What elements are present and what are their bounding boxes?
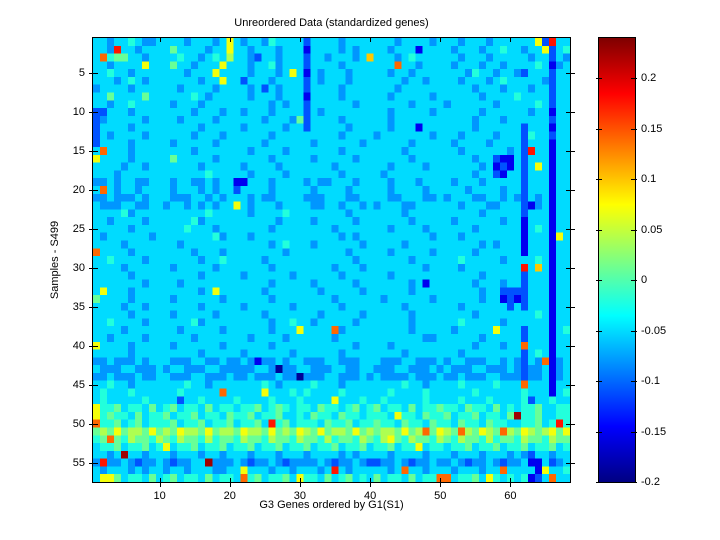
colorbar-tick-mark-left bbox=[596, 381, 602, 383]
y-tick-mark-right bbox=[566, 384, 575, 386]
x-axis-label: G3 Genes ordered by G1(S1) bbox=[259, 499, 404, 511]
colorbar-tick-mark-right bbox=[631, 330, 637, 332]
colorbar-tick-mark-left bbox=[596, 482, 602, 483]
colorbar-tick-label: -0.15 bbox=[641, 425, 667, 438]
colorbar-tick-mark-right bbox=[631, 229, 637, 231]
x-tick-mark bbox=[299, 478, 301, 487]
x-tick-mark-top bbox=[440, 38, 442, 42]
y-tick-mark-right bbox=[566, 73, 575, 75]
y-tick-mark bbox=[89, 462, 98, 464]
x-tick-mark bbox=[510, 478, 512, 487]
colorbar-tick-label: 0.1 bbox=[641, 173, 657, 186]
y-tick-label: 30 bbox=[72, 261, 85, 274]
y-tick-mark-right bbox=[566, 112, 575, 113]
y-tick-label: 40 bbox=[72, 339, 85, 352]
y-tick-label: 5 bbox=[78, 67, 85, 80]
y-tick-label: 35 bbox=[72, 300, 85, 313]
colorbar-tick-mark-right bbox=[631, 482, 637, 483]
colorbar-tick-label: -0.1 bbox=[641, 375, 660, 388]
y-tick-mark bbox=[89, 73, 98, 75]
x-tick-label: 50 bbox=[434, 490, 447, 502]
colorbar-tick-mark-left bbox=[596, 431, 602, 433]
colorbar-tick-label: 0.05 bbox=[641, 223, 663, 236]
x-tick-mark-top bbox=[229, 38, 231, 42]
y-tick-mark-right bbox=[566, 150, 575, 152]
y-tick-mark bbox=[89, 189, 98, 191]
y-tick-mark bbox=[89, 306, 98, 308]
colorbar-tick-mark-right bbox=[631, 431, 637, 433]
x-tick-mark-top bbox=[159, 38, 161, 42]
colorbar bbox=[598, 37, 636, 483]
y-tick-mark-right bbox=[566, 423, 575, 425]
y-tick-mark bbox=[89, 423, 98, 425]
colorbar-tick-mark-left bbox=[596, 330, 602, 332]
heatmap-canvas bbox=[93, 38, 570, 482]
colorbar-tick-mark-right bbox=[631, 128, 637, 130]
colorbar-tick-mark-left bbox=[596, 229, 602, 231]
x-tick-label: 40 bbox=[363, 490, 377, 502]
y-tick-label: 20 bbox=[72, 183, 85, 196]
y-tick-label: 25 bbox=[72, 222, 85, 235]
colorbar-tick-label: 0.2 bbox=[641, 72, 657, 85]
y-tick-mark-right bbox=[566, 189, 575, 191]
y-tick-mark-right bbox=[566, 462, 575, 464]
y-tick-label: 15 bbox=[72, 144, 85, 157]
x-tick-label: 10 bbox=[153, 490, 166, 502]
y-tick-mark-right bbox=[566, 228, 575, 230]
x-tick-mark-top bbox=[299, 38, 301, 42]
y-tick-mark-right bbox=[566, 345, 575, 347]
colorbar-tick-label: -0.2 bbox=[641, 476, 660, 488]
x-tick-label: 20 bbox=[223, 490, 236, 502]
y-tick-mark bbox=[89, 267, 98, 269]
colorbar-tick-mark-left bbox=[596, 128, 602, 130]
x-tick-mark bbox=[229, 478, 231, 487]
x-tick-mark bbox=[440, 478, 442, 487]
y-tick-mark bbox=[89, 345, 98, 347]
y-tick-label: 45 bbox=[72, 378, 85, 391]
colorbar-tick-mark-left bbox=[596, 179, 602, 181]
colorbar-tick-label: 0 bbox=[641, 274, 648, 287]
colorbar-tick-label: 0.15 bbox=[641, 122, 663, 135]
x-tick-mark-top bbox=[370, 38, 372, 42]
colorbar-tick-mark-left bbox=[596, 78, 602, 80]
x-tick-mark-top bbox=[510, 38, 512, 42]
x-tick-label: 30 bbox=[293, 490, 307, 502]
x-tick-mark bbox=[159, 478, 161, 487]
y-tick-mark-right bbox=[566, 267, 575, 269]
colorbar-tick-mark-right bbox=[631, 179, 637, 181]
y-tick-mark-right bbox=[566, 306, 575, 308]
colorbar-tick-mark-right bbox=[631, 381, 637, 383]
colorbar-tick-mark-right bbox=[631, 78, 637, 80]
y-tick-label: 50 bbox=[72, 417, 85, 430]
y-tick-mark bbox=[89, 112, 98, 113]
x-tick-mark bbox=[370, 478, 372, 487]
y-tick-label: 55 bbox=[72, 456, 85, 469]
colorbar-tick-mark-right bbox=[631, 280, 637, 282]
y-tick-mark bbox=[89, 384, 98, 386]
plot-area bbox=[92, 37, 571, 483]
colorbar-tick-label: -0.05 bbox=[641, 324, 667, 337]
y-tick-label: 10 bbox=[72, 106, 85, 118]
colorbar-tick-mark-left bbox=[596, 280, 602, 282]
y-tick-mark bbox=[89, 150, 98, 152]
x-tick-label: 60 bbox=[504, 490, 517, 502]
y-tick-mark bbox=[89, 228, 98, 230]
chart-title: Unreordered Data (standardized genes) bbox=[234, 17, 429, 29]
